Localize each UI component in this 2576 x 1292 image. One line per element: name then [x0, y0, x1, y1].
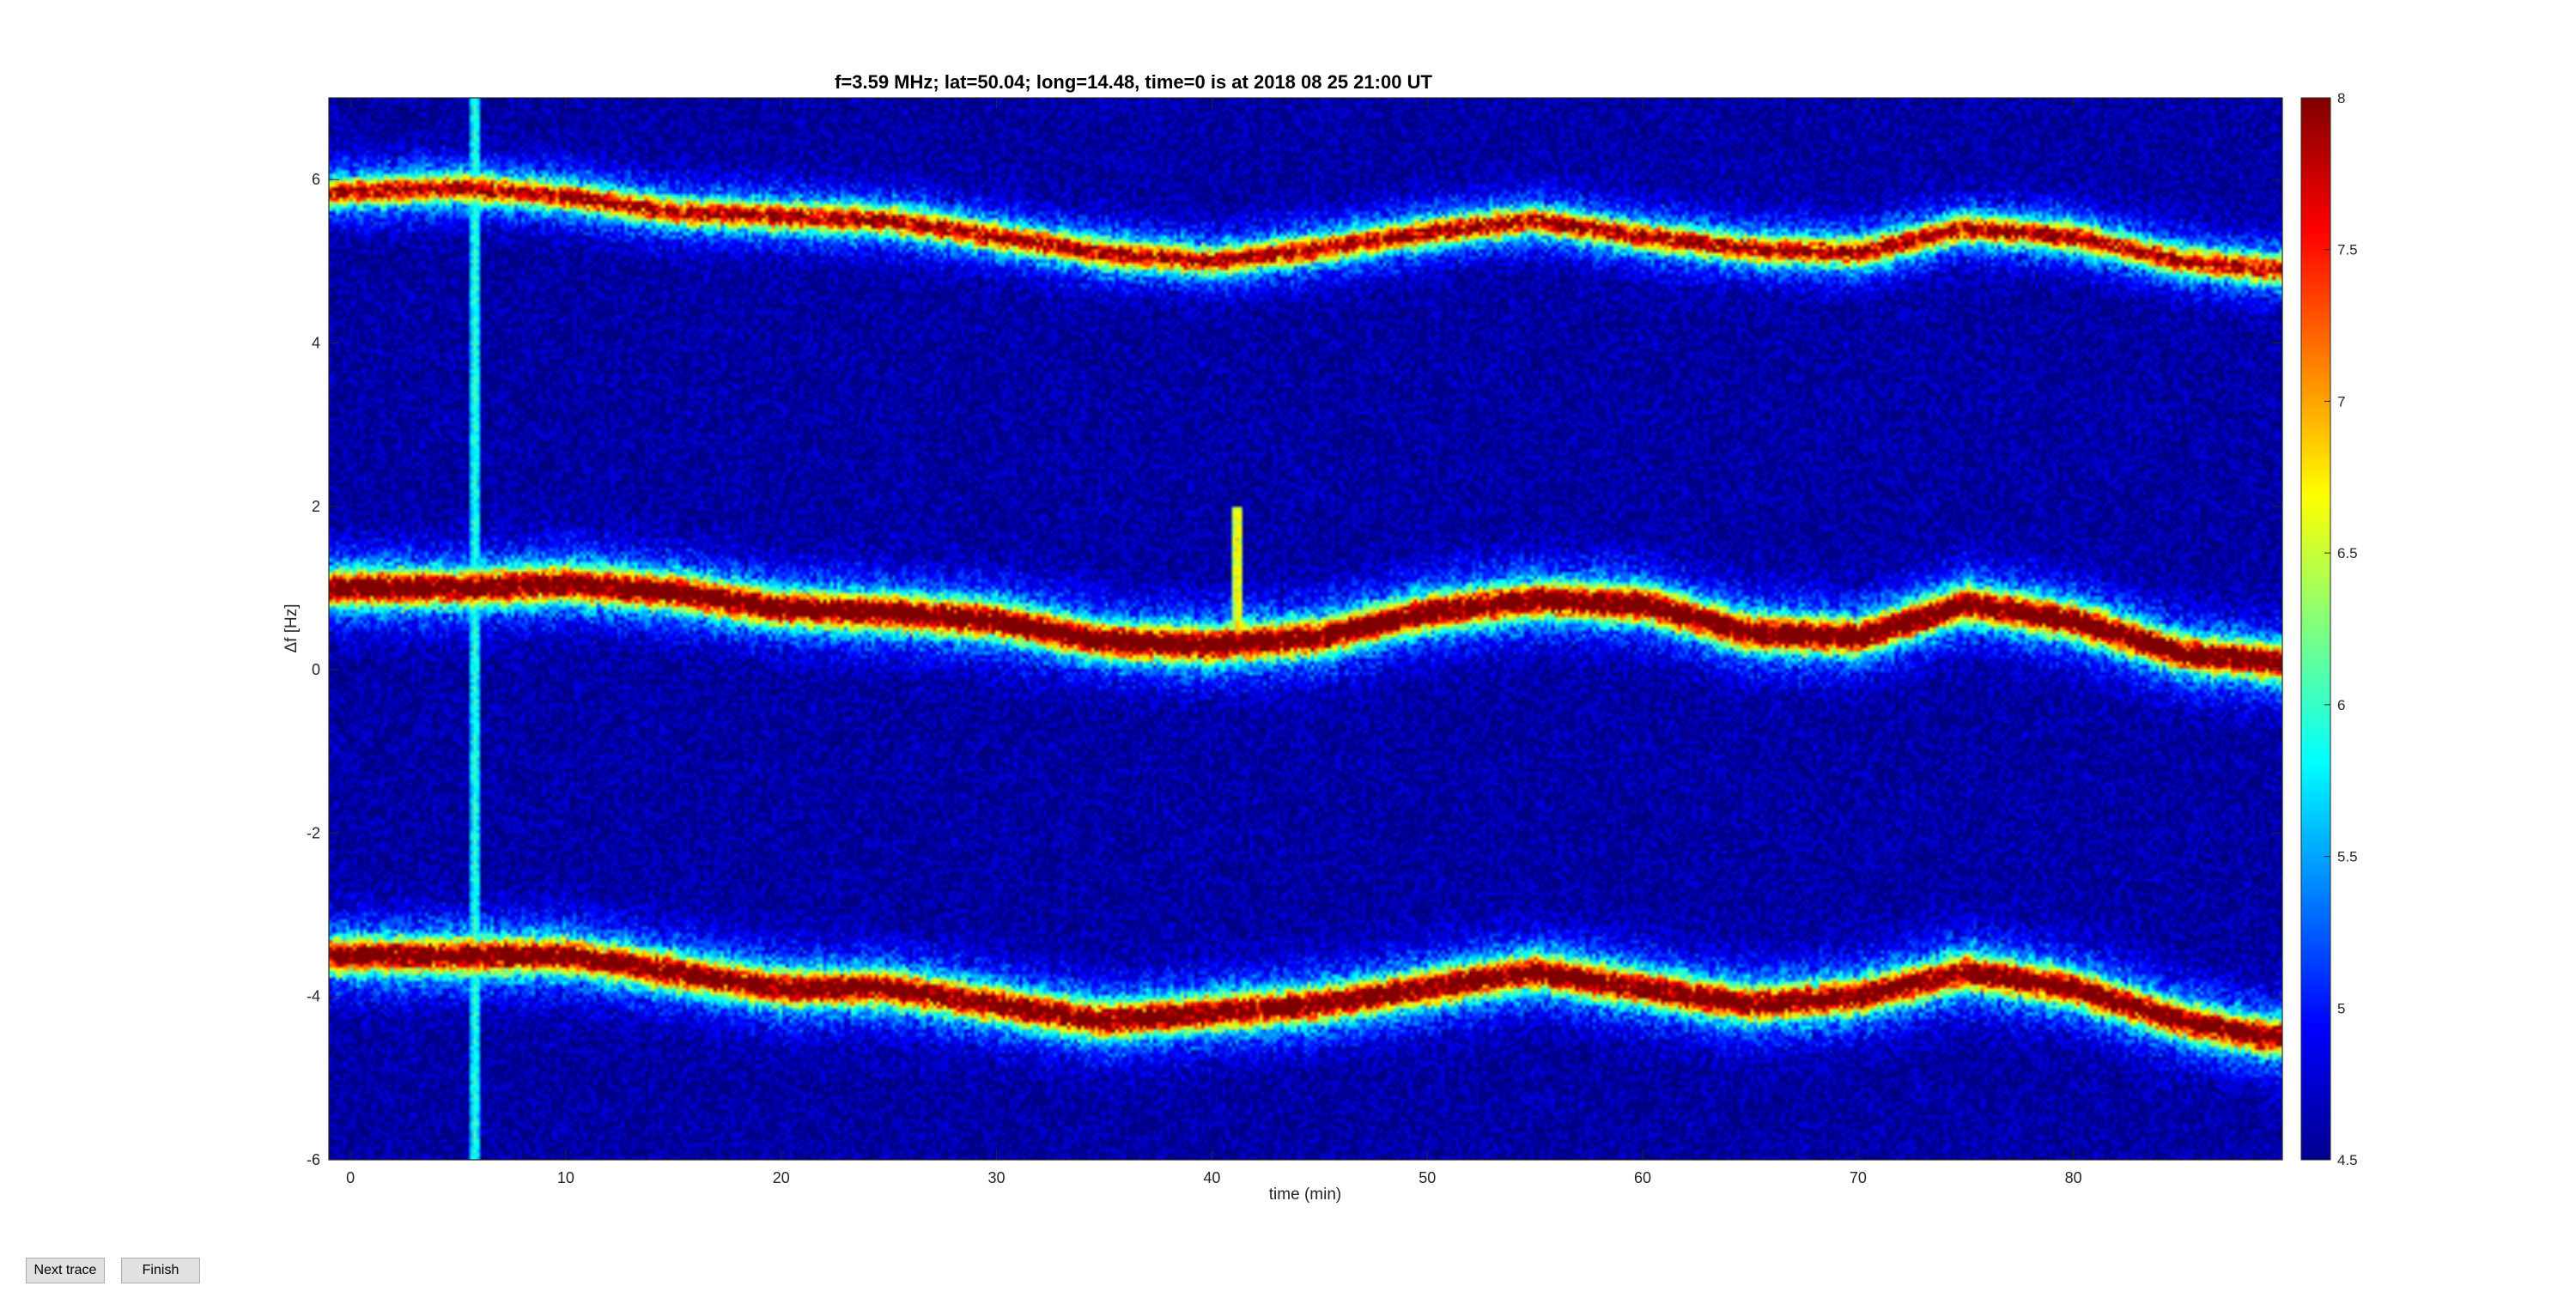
- y-tick-label: 6: [312, 171, 320, 188]
- y-tick-label: 2: [312, 498, 320, 515]
- x-tick-label: 40: [1203, 1169, 1220, 1186]
- x-axis-label: time (min): [1269, 1186, 1341, 1204]
- y-tick-label: 0: [312, 661, 320, 678]
- colorbar: 4.5 5 5.5 6 6.5 7 7.5 8: [2300, 90, 2358, 1168]
- y-tick-label: -4: [307, 988, 320, 1005]
- x-tick-label: 50: [1419, 1169, 1436, 1186]
- x-tick-label: 60: [1634, 1169, 1651, 1186]
- colorbar-tick-label: 7: [2337, 393, 2345, 409]
- colorbar-tick-label: 5.5: [2337, 849, 2358, 865]
- colorbar-tick-label: 4.5: [2337, 1152, 2358, 1168]
- x-tick-label: 70: [1850, 1169, 1867, 1186]
- plot-area: [328, 97, 2283, 1161]
- colorbar-tick-label: 8: [2337, 90, 2345, 106]
- x-tick-label: 0: [346, 1169, 355, 1186]
- plot-frame: [328, 97, 2283, 1161]
- colorbar-tick-label: 6.5: [2337, 545, 2358, 561]
- finish-button[interactable]: Finish: [121, 1258, 200, 1283]
- colorbar-tick-label: 7.5: [2337, 242, 2358, 258]
- y-axis-label: Δf [Hz]: [283, 604, 301, 652]
- x-tick-label: 80: [2065, 1169, 2082, 1186]
- next-trace-button[interactable]: Next trace: [26, 1258, 105, 1283]
- colorbar-gradient: [2300, 97, 2331, 1161]
- x-axis: 0 10 20 30 40 50 60 70 80: [346, 98, 2082, 1186]
- colorbar-tick-label: 6: [2337, 697, 2345, 713]
- y-tick-label: -6: [307, 1151, 320, 1168]
- y-tick-label: 4: [312, 334, 320, 351]
- chart-title: f=3.59 MHz; lat=50.04; long=14.48, time=…: [835, 71, 1432, 93]
- x-tick-label: 30: [988, 1169, 1005, 1186]
- colorbar-ticks: 4.5 5 5.5 6 6.5 7 7.5 8: [2324, 90, 2358, 1168]
- y-axis: -6 -4 -2 0 2 4 6: [307, 171, 2282, 1168]
- heatmap-image: [329, 98, 2282, 1160]
- x-tick-label: 20: [773, 1169, 790, 1186]
- y-tick-label: -2: [307, 824, 320, 841]
- x-tick-label: 10: [557, 1169, 574, 1186]
- colorbar-tick-label: 5: [2337, 1000, 2345, 1016]
